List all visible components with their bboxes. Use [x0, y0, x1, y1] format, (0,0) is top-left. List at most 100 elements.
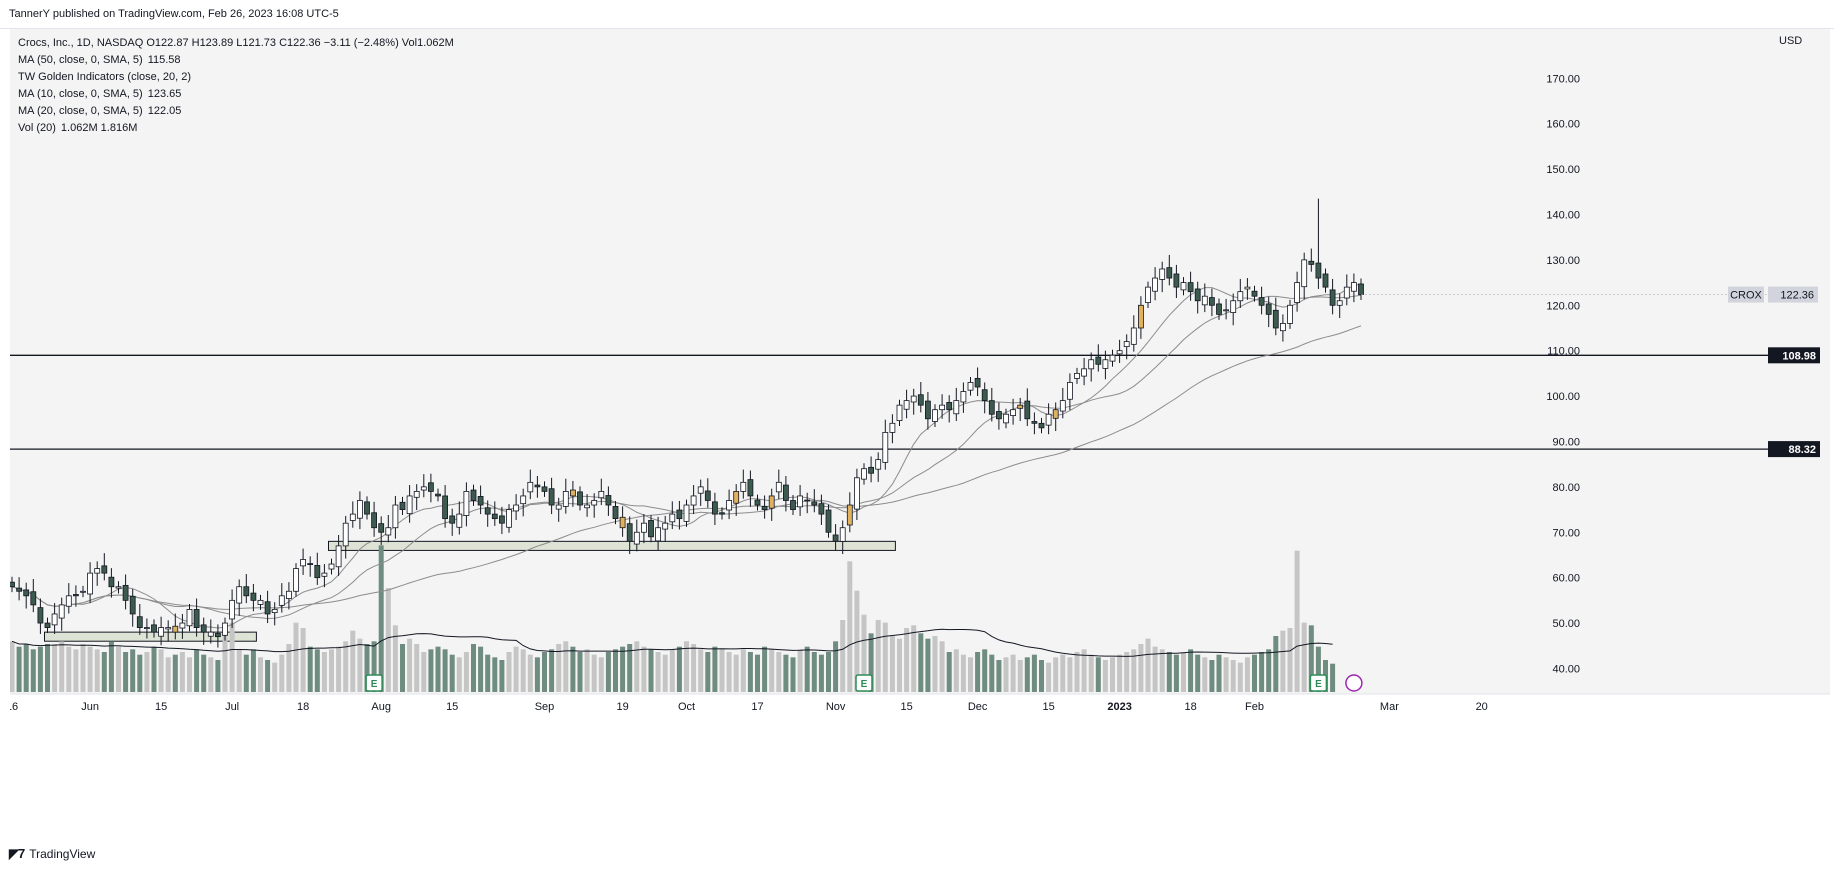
volume-bar [456, 657, 462, 692]
volume-bar [1273, 636, 1279, 692]
candle-body [186, 609, 193, 627]
volume-bar [996, 660, 1002, 692]
volume-bar [975, 652, 981, 692]
candle-body [1059, 400, 1066, 412]
top-bar: TannerY published on TradingView.com, Fe… [0, 0, 1834, 29]
symbol-label: CROX [1730, 290, 1762, 302]
volume-bar [1315, 646, 1321, 692]
volume-bar [655, 652, 661, 692]
candle-body [229, 599, 236, 620]
volume-bar [953, 649, 959, 692]
y-tick-label: 40.00 [1552, 663, 1580, 675]
legend-volume[interactable]: Vol (20) 1.062M 1.816M [18, 120, 454, 137]
candle-body [30, 591, 37, 606]
volume-bar [16, 646, 22, 692]
candle-body [193, 609, 200, 628]
volume-bar [811, 652, 817, 692]
volume-bar [485, 654, 491, 692]
chart-plot-area[interactable]: 40.00 50.00 60.00 70.00 80.00 90.00 100.00 110.… [10, 29, 1830, 809]
candle-body [676, 509, 683, 520]
candle-body [605, 495, 612, 506]
x-tick-label: 19 [616, 701, 628, 713]
candle-body [165, 627, 172, 630]
volume-bar [222, 630, 228, 692]
x-tick-label: Mar [1380, 701, 1399, 713]
x-tick-label: 18 [297, 701, 309, 713]
candle-body [1003, 413, 1009, 424]
chart-legend: Crocs, Inc., 1D, NASDAQ O122.87 H123.89 … [18, 35, 454, 137]
legend-golden-indicators[interactable]: TW Golden Indicators (close, 20, 2) [18, 69, 454, 86]
candle-body [1166, 267, 1173, 279]
volume-bar [989, 654, 995, 692]
volume-bar [542, 652, 547, 692]
volume-bar [94, 649, 100, 692]
volume-bar [755, 654, 760, 692]
volume-bar [719, 649, 725, 692]
legend-ma50[interactable]: MA (50, close, 0, SMA, 5) 115.58 [18, 52, 454, 69]
volume-bar [925, 638, 931, 692]
price-chart[interactable]: 40.0050.0060.0070.0080.0090.00100.00110.… [10, 29, 1830, 809]
volume-bar [1237, 662, 1243, 692]
candle-body [1088, 359, 1095, 370]
volume-bar [889, 636, 895, 692]
volume-bar [549, 649, 555, 692]
legend-ma10[interactable]: MA (10, close, 0, SMA, 5) 123.65 [18, 86, 454, 103]
legend-ma20[interactable]: MA (20, close, 0, SMA, 5) 122.05 [18, 103, 454, 120]
candle-body [1280, 323, 1286, 332]
volume-bar [385, 588, 391, 692]
y-tick-label: 150.00 [1546, 164, 1580, 176]
candle-body [541, 486, 548, 492]
candle-body [804, 499, 811, 502]
volume-bar [527, 654, 533, 692]
volume-bar [1188, 649, 1194, 692]
volume-bar [1301, 622, 1307, 692]
x-tick-label: 15 [446, 701, 458, 713]
candle-body [101, 565, 108, 574]
volume-bar [840, 620, 846, 692]
candle-body [392, 504, 399, 529]
y-tick-label: 100.00 [1546, 391, 1580, 403]
candle-body [406, 495, 413, 515]
candle-body [690, 495, 697, 506]
candle-body [577, 491, 583, 506]
candle-body [271, 609, 278, 614]
volume-bar [30, 649, 36, 692]
volume-bar [861, 614, 867, 692]
volume-bar [442, 649, 448, 692]
volume-bar [279, 654, 285, 692]
volume-bar [187, 657, 192, 692]
legend-value: 123.65 [147, 88, 182, 100]
volume-bar [534, 657, 540, 692]
candle-body [520, 495, 527, 505]
candle-body [1209, 297, 1215, 306]
candle-body [413, 491, 420, 498]
legend-label: TW Golden Indicators (close, 20, 2) [18, 71, 192, 83]
x-tick-label: Oct [678, 701, 695, 713]
volume-bar [314, 649, 320, 692]
candle-body [513, 504, 520, 512]
volume-bar [847, 561, 853, 692]
candle-body [1045, 413, 1052, 426]
x-tick-label: Jun [81, 701, 99, 713]
volume-bar [300, 628, 306, 692]
candle-body [889, 422, 896, 433]
candle-body [619, 516, 626, 529]
candle-body [1010, 409, 1016, 416]
candle-body [37, 607, 44, 624]
candle-body [981, 389, 988, 402]
volume-bar [1046, 662, 1052, 692]
candle-body [626, 523, 633, 542]
candle-body [136, 616, 143, 628]
y-tick-label: 160.00 [1546, 119, 1580, 131]
volume-bar [23, 644, 29, 692]
symbol-label-box [1728, 286, 1764, 303]
candle-body [669, 513, 676, 523]
brand[interactable]: ◤7 TradingView [9, 846, 95, 862]
candle-body [1180, 282, 1187, 291]
candle-body [896, 404, 903, 421]
currency-label[interactable]: USD [1779, 35, 1803, 47]
volume-bar [208, 657, 214, 692]
volume-bar [463, 652, 469, 692]
candle-body [903, 400, 910, 410]
volume-bar [1117, 654, 1123, 692]
